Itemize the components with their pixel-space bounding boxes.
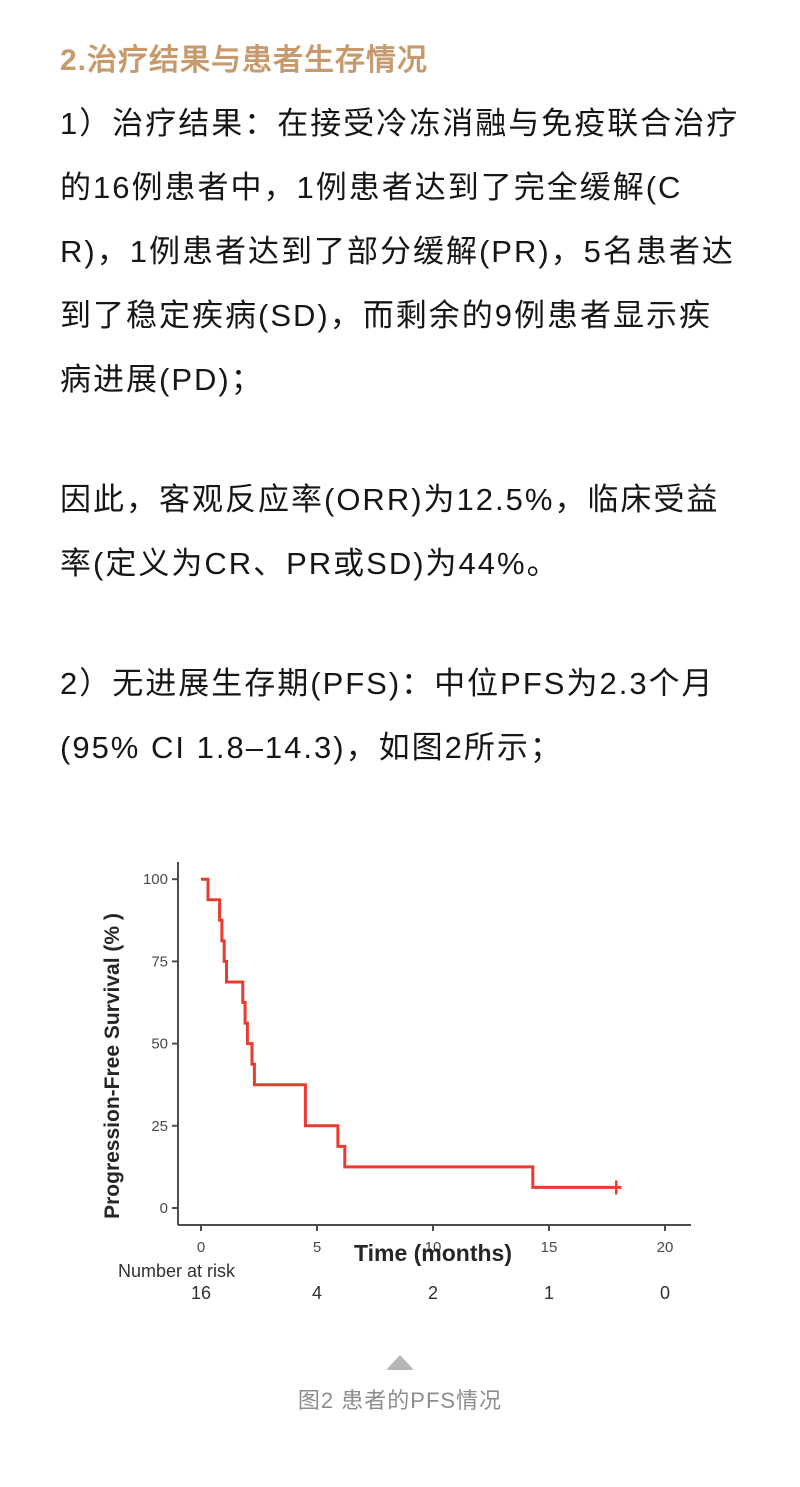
collapse-arrow-icon[interactable] (386, 1355, 414, 1370)
y-tick-label: 25 (151, 1118, 168, 1135)
x-tick-label: 5 (313, 1239, 321, 1256)
y-tick-label: 50 (151, 1036, 168, 1053)
section-title: 2.治疗结果与患者生存情况 (60, 44, 429, 77)
number-at-risk-value: 1 (544, 1283, 554, 1303)
number-at-risk-value: 0 (660, 1283, 670, 1303)
km-curve (201, 877, 622, 1189)
number-at-risk-value: 4 (312, 1283, 322, 1303)
paragraph-pfs: 2）无进展生存期(PFS)：中位PFS为2.3个月(95% CI 1.8–14.… (60, 666, 715, 765)
y-tick-label: 75 (151, 953, 168, 970)
y-tick-label: 100 (143, 871, 168, 888)
paragraph-treatment-results: 1）治疗结果：在接受冷冻消融与免疫联合治疗的16例患者中，1例患者达到了完全缓解… (60, 106, 740, 397)
number-at-risk-value: 2 (428, 1283, 438, 1303)
x-tick-label: 10 (425, 1239, 442, 1256)
number-at-risk-value: 16 (191, 1283, 211, 1303)
x-tick-label: 15 (541, 1239, 558, 1256)
figure-caption: 图2 患者的PFS情况 (297, 1388, 503, 1413)
y-tick-label: 0 (160, 1200, 168, 1217)
x-axis-title: Time (months) (354, 1240, 512, 1266)
x-tick-label: 0 (197, 1239, 205, 1256)
pfs-figure: 0 25 50 75 100 0 5 10 15 20 Time (months) Progressi… (95, 854, 715, 1309)
article-page: 2.治疗结果与患者生存情况 1）治疗结果：在接受冷冻消融与免疫联合治疗的16例患… (0, 40, 800, 1446)
y-axis-title: Progression-Free Survival (% ) (101, 913, 124, 1219)
paragraph-orr-cbr: 因此，客观反应率(ORR)为12.5%，临床受益率(定义为CR、PR或SD)为4… (60, 482, 720, 581)
number-at-risk-label: Number at risk (118, 1261, 236, 1281)
x-tick-label: 20 (657, 1239, 674, 1256)
